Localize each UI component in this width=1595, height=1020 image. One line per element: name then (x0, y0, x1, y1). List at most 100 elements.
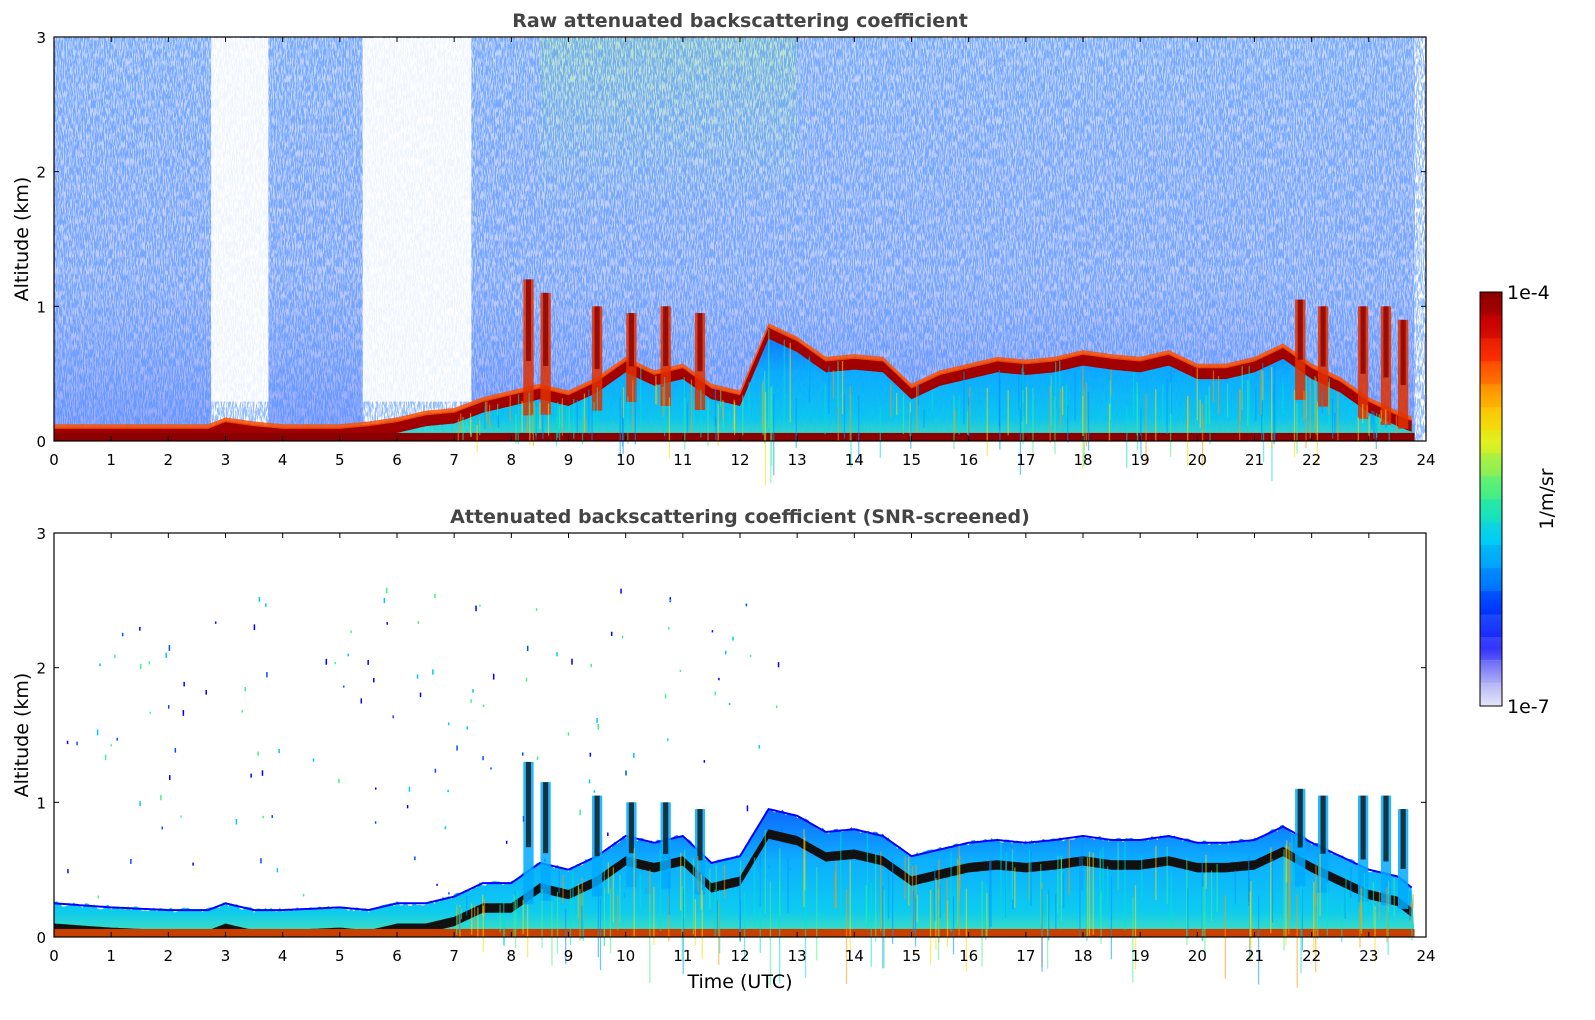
signal-streak (950, 851, 952, 933)
colorbar-step (1480, 384, 1502, 408)
signal-streak (541, 889, 543, 949)
noise-speck (250, 773, 252, 778)
noise-speck (386, 622, 388, 625)
signal-streak (1334, 412, 1336, 434)
cloud-core (525, 279, 532, 362)
noise-speck (244, 686, 246, 692)
x-axis-label: Time (UTC) (686, 971, 792, 993)
signal-streak (1274, 364, 1276, 443)
signal-streak (1410, 902, 1412, 924)
signal-streak (834, 871, 837, 909)
signal-streak (1234, 870, 1236, 905)
signal-streak (573, 398, 575, 440)
signal-streak (866, 832, 869, 930)
signal-streak (870, 883, 872, 967)
noise-speck (777, 662, 780, 668)
signal-streak (1303, 391, 1305, 421)
signal-streak (1050, 376, 1052, 426)
colorbar-step (1480, 407, 1502, 431)
x-axis-ticks: 0 1 2 3 4 5 6 7 8 9 10 11 12 13 14 15 16 17 18 19 20 21 22 23 24 (49, 37, 1436, 469)
x-tick-label: 6 (392, 947, 402, 965)
x-tick-label: 14 (845, 451, 864, 469)
signal-streak (668, 839, 670, 916)
noise-speck (505, 840, 508, 844)
x-tick-label: 7 (449, 451, 459, 469)
signal-streak (556, 892, 559, 954)
signal-streak (946, 900, 949, 947)
signal-streak (1186, 858, 1188, 946)
signal-streak (1217, 376, 1220, 414)
signal-streak (1305, 391, 1307, 449)
signal-streak (778, 881, 781, 984)
signal-streak (577, 887, 580, 930)
noise-speck (679, 669, 682, 673)
signal-streak (609, 888, 612, 954)
noise-speck (192, 862, 194, 866)
x-tick-label: 13 (788, 451, 807, 469)
noise-speck (745, 603, 748, 607)
colorbar-step (1480, 430, 1502, 454)
signal-streak (1345, 877, 1347, 914)
x-tick-label: 5 (335, 947, 345, 965)
signal-streak (1155, 845, 1157, 901)
signal-streak (787, 857, 789, 913)
signal-streak (479, 420, 481, 436)
x-tick-label: 9 (564, 451, 574, 469)
signal-streak (680, 852, 682, 911)
signal-streak (956, 858, 959, 927)
signal-streak (1285, 845, 1287, 946)
signal-streak (634, 385, 637, 445)
signal-streak (1000, 841, 1002, 912)
noise-speck (597, 724, 600, 730)
signal-streak (1270, 847, 1272, 934)
colorbar-gradient (1480, 292, 1502, 706)
signal-streak (779, 848, 781, 916)
signal-streak (1132, 372, 1135, 416)
signal-streak (1022, 390, 1024, 445)
signal-streak (808, 355, 811, 403)
signal-streak (1187, 396, 1189, 467)
signal-streak (1315, 378, 1317, 435)
signal-streak (849, 385, 851, 441)
noise-speck (607, 832, 609, 837)
cloud-core (1400, 809, 1406, 869)
signal-streak (555, 416, 558, 446)
signal-streak (1315, 864, 1317, 906)
signal-streak (1040, 864, 1042, 924)
noise-speck (669, 599, 672, 602)
signal-streak (1247, 380, 1249, 427)
signal-streak (697, 856, 699, 893)
signal-streak (568, 406, 570, 432)
signal-streak (770, 387, 772, 483)
signal-streak (1109, 380, 1112, 420)
signal-streak (915, 864, 917, 899)
noise-speck (416, 674, 419, 679)
y-tick-label: 3 (36, 29, 46, 47)
signal-streak (739, 877, 742, 942)
x-tick-label: 0 (49, 451, 59, 469)
signal-streak (582, 891, 585, 941)
signal-streak (882, 886, 884, 969)
signal-streak (1088, 851, 1091, 936)
signal-streak (593, 402, 595, 421)
signal-streak (581, 905, 583, 939)
noise-speck (621, 635, 624, 639)
signal-streak (843, 393, 846, 439)
aerosol-layer (54, 809, 1415, 937)
y-tick-label: 2 (36, 164, 46, 182)
colorbar-step (1480, 338, 1502, 362)
signal-streak (668, 894, 670, 942)
signal-streak (1019, 408, 1022, 475)
signal-streak (935, 877, 937, 951)
noise-speck (492, 673, 495, 680)
signal-streak (599, 897, 602, 971)
x-tick-label: 19 (1131, 947, 1150, 965)
signal-streak (743, 892, 746, 961)
noise-speck (448, 892, 450, 895)
signal-streak (916, 385, 918, 433)
signal-streak (764, 829, 766, 914)
signal-streak (761, 383, 763, 430)
noise-speck (482, 756, 484, 761)
x-tick-label: 22 (1302, 451, 1321, 469)
signal-streak (1271, 367, 1273, 449)
